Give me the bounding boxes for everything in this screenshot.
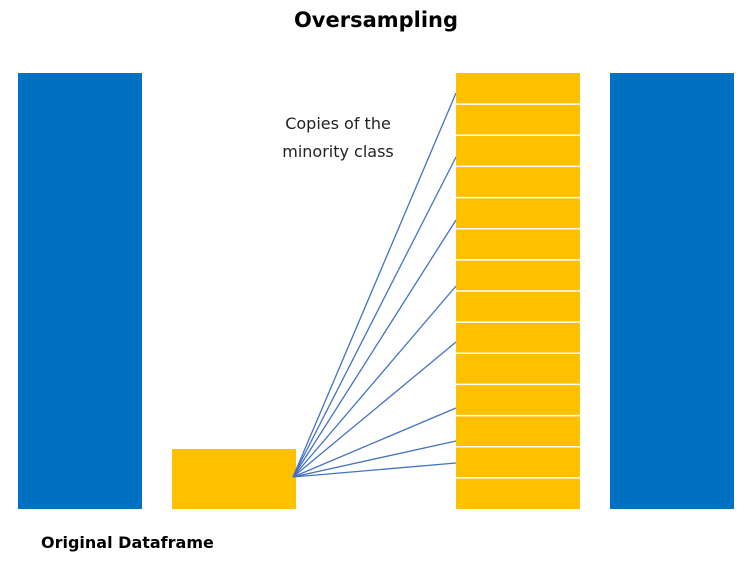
connector-line	[292, 92, 457, 478]
connector-line	[292, 440, 457, 478]
copy-dividers	[456, 103, 580, 479]
connector-line	[292, 219, 457, 478]
original-dataframe-label: Original Dataframe	[41, 533, 214, 552]
connector-line	[292, 156, 457, 478]
majority-block-right	[610, 73, 734, 509]
annotation-line-2: minority class	[282, 142, 394, 161]
copy-connector-lines	[292, 92, 457, 478]
original-minority-block	[172, 449, 296, 509]
annotation-line-1: Copies of the	[285, 114, 391, 133]
connector-line	[292, 407, 457, 478]
diagram-title: Oversampling	[293, 8, 459, 32]
copies-annotation: Copies of the minority class	[262, 110, 414, 166]
connector-line	[292, 341, 457, 478]
connector-line	[292, 462, 457, 478]
connector-line	[292, 285, 457, 478]
original-majority-block	[18, 73, 142, 509]
